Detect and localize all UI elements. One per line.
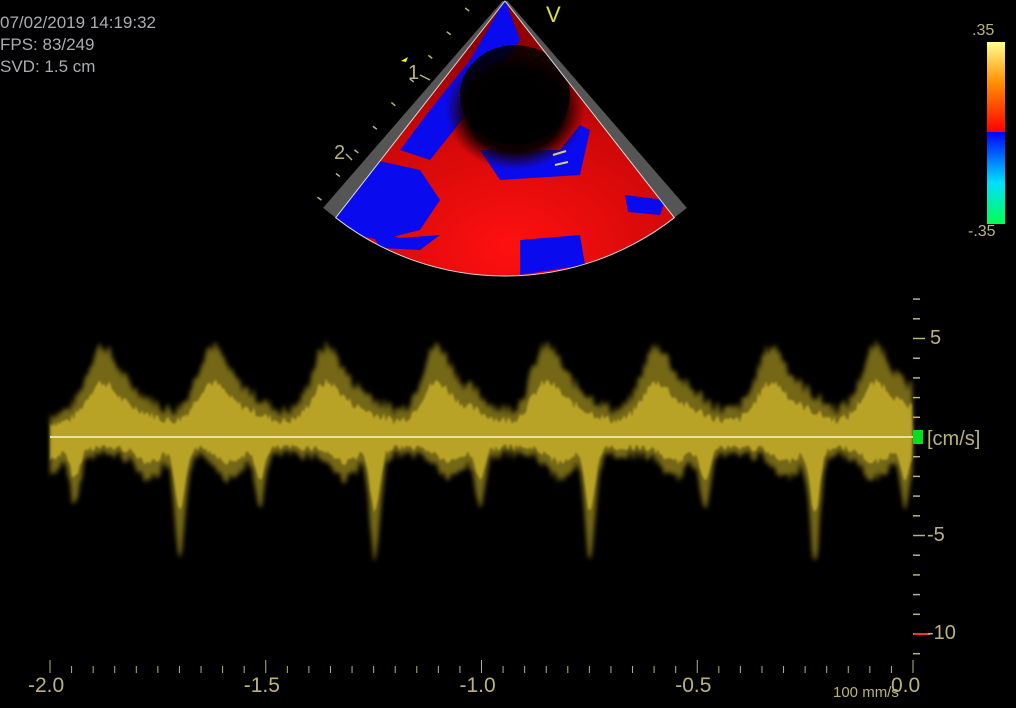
velocity-tick-label: -10 (927, 622, 956, 644)
depth-tick (372, 125, 378, 130)
velocity-tick-label: -5 (927, 523, 945, 546)
time-tick-label: -0.5 (675, 674, 712, 697)
svd-label: SVD: 1.5 cm (0, 57, 96, 76)
depth-tick (335, 172, 341, 178)
velocity-tick-label: 5 (930, 326, 942, 349)
tissue-doppler-spectrum (49, 298, 930, 673)
velocity-color-bar (987, 42, 1005, 224)
zero-marker[interactable] (913, 430, 923, 444)
velocity-axis (913, 298, 925, 655)
time-tick-label: -2.0 (28, 674, 65, 697)
time-tick-label: 0.0 (891, 674, 921, 697)
depth-tick (390, 101, 396, 107)
depth-tick (464, 7, 470, 12)
fps-label: FPS: 83/249 (0, 35, 95, 54)
segment-label-2: 2 (334, 142, 346, 164)
datetime-label: 07/02/2019 14:19:32 (0, 13, 156, 32)
acquisition-info: 07/02/2019 14:19:32 FPS: 83/249 SVD: 1.5… (0, 12, 156, 78)
time-tick-label: -1.5 (243, 674, 280, 697)
color-bar-min-label: -.35 (968, 223, 996, 240)
time-axis (49, 660, 914, 673)
negative-velocity-core (50, 437, 913, 512)
depth-tick (353, 149, 359, 154)
color-bar-max-label: .35 (972, 22, 995, 39)
segment-label-1: 1 (408, 62, 420, 84)
velocity-unit-label: [cm/s] (927, 428, 981, 450)
depth-tick (446, 31, 452, 36)
orientation-marker-icon (401, 57, 408, 62)
depth-tick (317, 196, 322, 201)
sweep-speed-label: 100 mm/s (833, 684, 899, 701)
positive-velocity-core (50, 377, 913, 437)
depth-tick (409, 78, 415, 83)
negative-velocity-envelope (50, 437, 913, 563)
color-doppler-sector (317, 0, 687, 277)
sector-marker-v: V (546, 2, 561, 27)
depth-tick (427, 54, 433, 59)
time-tick-label: -1.0 (459, 674, 496, 697)
